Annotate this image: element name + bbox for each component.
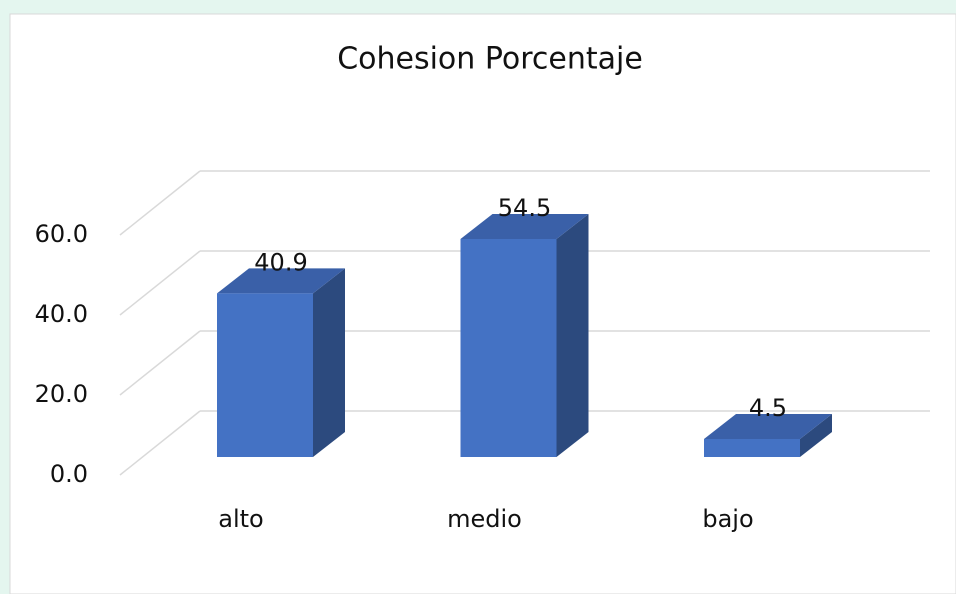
x-tick-label: bajo xyxy=(702,505,753,533)
bar xyxy=(217,293,313,457)
bar-side xyxy=(313,268,345,457)
bar-top xyxy=(217,268,345,294)
data-label: 54.5 xyxy=(498,194,551,222)
data-label: 40.9 xyxy=(254,248,307,276)
grid-line-side xyxy=(119,170,201,236)
grid-line-side xyxy=(119,410,201,476)
grid-line-side xyxy=(119,330,201,396)
y-tick-label: 40.0 xyxy=(35,300,88,328)
bar-top xyxy=(460,214,589,239)
x-tick-label: alto xyxy=(218,505,263,533)
y-tick-label: 60.0 xyxy=(35,220,88,248)
y-tick-label: 0.0 xyxy=(50,460,88,488)
chart-title: Cohesion Porcentaje xyxy=(337,42,643,77)
bar-side xyxy=(556,214,589,457)
bar xyxy=(460,239,557,457)
grid-line-side xyxy=(119,250,201,316)
y-tick-label: 20.0 xyxy=(35,380,88,408)
bar-side xyxy=(800,414,832,457)
bar xyxy=(704,439,800,457)
x-tick-label: medio xyxy=(447,505,522,533)
data-label: 4.5 xyxy=(749,394,787,422)
bar-top xyxy=(704,414,832,439)
